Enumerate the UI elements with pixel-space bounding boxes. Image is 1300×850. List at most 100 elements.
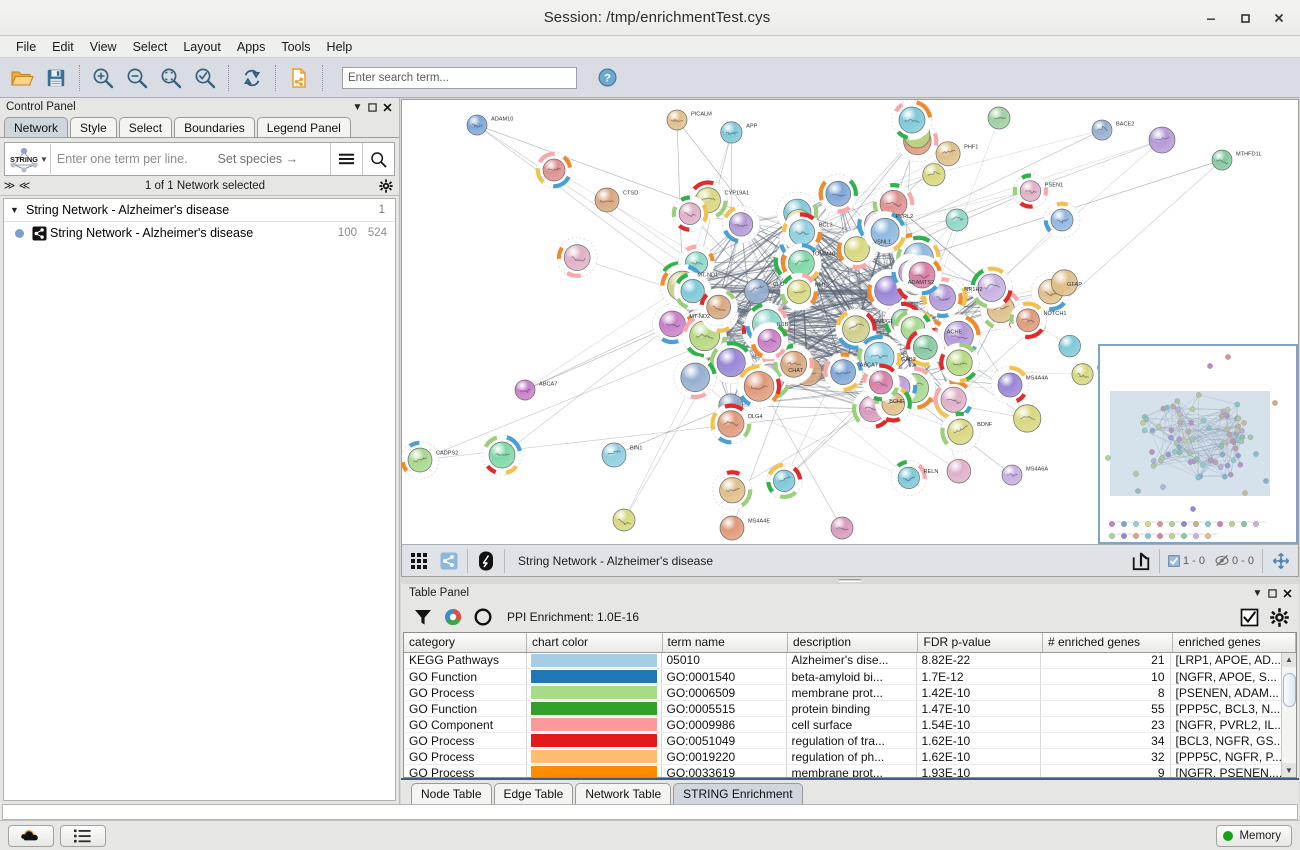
string-dropdown-icon[interactable]: ▼: [40, 154, 48, 164]
table-vertical-scrollbar[interactable]: ▲ ▼: [1281, 652, 1296, 777]
col-description[interactable]: description: [787, 633, 919, 653]
network-node[interactable]: [750, 321, 789, 360]
set-species-link[interactable]: Set species →: [217, 152, 299, 166]
protein-node-icon[interactable]: [514, 379, 536, 401]
protein-node-icon[interactable]: [594, 187, 620, 213]
string-logo-icon[interactable]: STRING: [5, 143, 43, 175]
table-panel-close-icon[interactable]: [1280, 586, 1295, 600]
table-row[interactable]: GO Process GO:0051049 regulation of tra...…: [404, 732, 1281, 749]
network-node[interactable]: [945, 208, 969, 232]
table-row[interactable]: GO Function GO:0005515 protein binding 1.47…: [404, 700, 1281, 717]
protein-node-icon[interactable]: [997, 372, 1023, 398]
network-node[interactable]: [781, 243, 822, 284]
network-node[interactable]: [666, 109, 688, 131]
network-node[interactable]: [710, 403, 752, 445]
col-category[interactable]: category: [404, 633, 527, 653]
network-node[interactable]: [818, 174, 858, 214]
network-tree[interactable]: ▼ String Network - Alzheimer's disease 1: [3, 198, 396, 801]
network-node[interactable]: [1071, 363, 1094, 386]
col-enriched-count[interactable]: # enriched genes: [1042, 633, 1174, 653]
refresh-icon[interactable]: [236, 62, 268, 94]
help-icon[interactable]: ?: [591, 62, 623, 94]
protein-node-icon[interactable]: [563, 244, 591, 271]
network-node[interactable]: [719, 515, 745, 541]
control-panel-dropdown-icon[interactable]: ▼: [352, 101, 363, 113]
protein-node-icon[interactable]: [945, 208, 969, 232]
network-node[interactable]: [835, 308, 877, 350]
menu-help[interactable]: Help: [326, 39, 353, 54]
menu-edit[interactable]: Edit: [52, 39, 74, 54]
table-panel-dropdown-icon[interactable]: ▼: [1252, 587, 1263, 599]
network-node[interactable]: [721, 205, 761, 244]
network-node[interactable]: [970, 266, 1013, 309]
export-image-icon[interactable]: [1126, 547, 1156, 575]
control-panel-close-icon[interactable]: [380, 100, 395, 114]
hidden-elements-chip[interactable]: 0 - 0: [1210, 554, 1259, 567]
menu-select[interactable]: Select: [132, 39, 168, 54]
scroll-track[interactable]: [1281, 666, 1296, 763]
network-node[interactable]: [935, 141, 961, 167]
select-all-checkbox-icon[interactable]: [1235, 604, 1263, 630]
selected-nodes-chip[interactable]: 1 - 0: [1163, 555, 1210, 567]
network-node[interactable]: [673, 355, 717, 400]
protein-node-icon[interactable]: [1050, 269, 1078, 297]
protein-node-icon[interactable]: [744, 278, 770, 304]
protein-node-icon[interactable]: [830, 359, 856, 385]
memory-status-button[interactable]: Memory: [1216, 824, 1292, 847]
annotation-icon[interactable]: [471, 547, 501, 575]
birds-eye-viewport[interactable]: [1110, 391, 1270, 496]
protein-node-icon[interactable]: [922, 163, 946, 187]
donut-chart-icon[interactable]: [439, 604, 467, 630]
collapse-all-icon[interactable]: ≫: [3, 180, 16, 192]
protein-node-icon[interactable]: [1071, 363, 1094, 386]
search-icon[interactable]: [362, 143, 394, 175]
minimize-button[interactable]: [1194, 3, 1228, 33]
network-node[interactable]: [891, 100, 933, 141]
filter-funnel-icon[interactable]: [409, 604, 437, 630]
tab-network-table[interactable]: Network Table: [575, 783, 672, 804]
protein-node-icon[interactable]: [843, 236, 870, 263]
protein-node-icon[interactable]: [757, 328, 782, 353]
protein-node-icon[interactable]: [1013, 404, 1042, 433]
protein-node-icon[interactable]: [719, 515, 745, 541]
table-panel-float-icon[interactable]: [1265, 586, 1280, 600]
network-node[interactable]: [872, 182, 915, 225]
expand-all-icon[interactable]: ≪: [18, 180, 31, 192]
network-node[interactable]: [862, 363, 900, 402]
protein-node-icon[interactable]: [842, 315, 870, 343]
close-button[interactable]: [1262, 3, 1296, 33]
open-session-icon[interactable]: [6, 62, 38, 94]
scroll-up-icon[interactable]: ▲: [1281, 652, 1296, 667]
network-node[interactable]: [1009, 301, 1047, 340]
menu-file[interactable]: File: [16, 39, 37, 54]
network-node[interactable]: [890, 459, 927, 497]
network-node[interactable]: [712, 470, 753, 511]
network-node[interactable]: [671, 195, 709, 232]
protein-node-icon[interactable]: [659, 310, 686, 338]
network-node[interactable]: [987, 106, 1011, 130]
task-list-icon[interactable]: [60, 824, 106, 847]
menu-apps[interactable]: Apps: [236, 39, 266, 54]
tab-style[interactable]: Style: [70, 117, 117, 137]
protein-node-icon[interactable]: [869, 370, 893, 395]
protein-node-icon[interactable]: [601, 442, 627, 468]
network-canvas[interactable]: MT-ND2 MT-ND1 VSNL1 GAB2 ADAMTS2 SMUG1 TOMM40 P…: [402, 100, 1298, 544]
scroll-thumb[interactable]: [1282, 672, 1296, 707]
protein-node-icon[interactable]: [1050, 208, 1074, 232]
network-node[interactable]: [766, 462, 803, 499]
network-node[interactable]: [744, 278, 770, 304]
protein-node-icon[interactable]: [946, 458, 972, 484]
tab-string-enrichment[interactable]: STRING Enrichment: [673, 783, 803, 804]
tab-legend-panel[interactable]: Legend Panel: [256, 117, 351, 137]
zoom-out-icon[interactable]: [121, 62, 153, 94]
protein-node-icon[interactable]: [1211, 149, 1233, 171]
protein-node-icon[interactable]: [706, 294, 731, 320]
zoom-in-icon[interactable]: [87, 62, 119, 94]
protein-node-icon[interactable]: [830, 516, 854, 540]
table-row[interactable]: GO Process GO:0006509 membrane prot... 1.42…: [404, 684, 1281, 701]
protein-node-icon[interactable]: [1058, 334, 1081, 358]
network-node[interactable]: [601, 442, 627, 468]
col-chart-color[interactable]: chart color: [526, 633, 663, 653]
network-node[interactable]: [514, 379, 536, 401]
table-row[interactable]: GO Function GO:0001540 beta-amyloid bi... 1…: [404, 668, 1281, 685]
